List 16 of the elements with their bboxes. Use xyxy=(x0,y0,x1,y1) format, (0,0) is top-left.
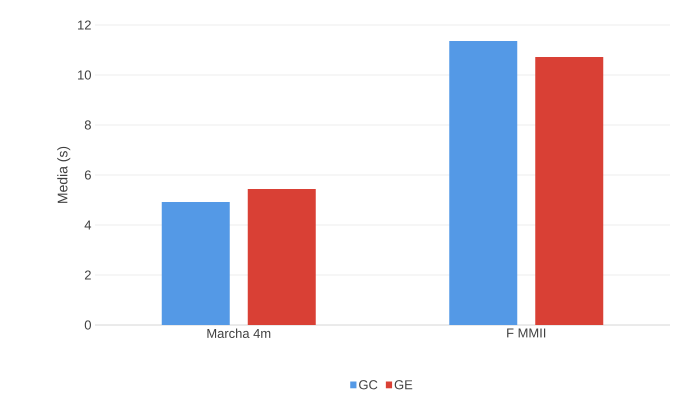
y-tick-label: 10 xyxy=(78,70,91,80)
y-tick-label: 8 xyxy=(84,120,91,130)
bar xyxy=(449,40,518,325)
legend-label: GE xyxy=(394,380,412,390)
y-tick-label: 0 xyxy=(84,320,91,330)
legend-label: GC xyxy=(359,380,378,390)
bar xyxy=(248,189,316,325)
bar xyxy=(162,202,230,325)
y-axis-title: Media (s) xyxy=(57,146,70,203)
y-tick-label: 12 xyxy=(78,20,91,30)
x-tick-label: Marcha 4m xyxy=(207,328,270,338)
y-tick-label: 6 xyxy=(84,170,91,180)
x-tick-label: F MMII xyxy=(507,328,546,338)
y-tick-label: 4 xyxy=(84,220,92,230)
bar xyxy=(535,57,604,325)
y-tick-label: 2 xyxy=(84,270,91,280)
